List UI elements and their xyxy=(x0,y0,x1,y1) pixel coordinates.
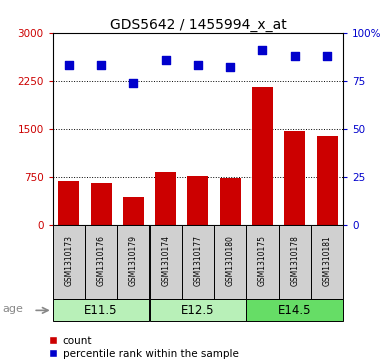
Text: GSM1310173: GSM1310173 xyxy=(64,235,73,286)
Bar xyxy=(58,182,79,225)
Bar xyxy=(117,225,149,299)
Bar xyxy=(149,225,182,299)
Point xyxy=(259,47,266,53)
Text: GSM1310181: GSM1310181 xyxy=(323,235,332,286)
Legend: count, percentile rank within the sample: count, percentile rank within the sample xyxy=(45,331,243,363)
Point xyxy=(66,62,72,68)
Point xyxy=(227,64,233,70)
Bar xyxy=(246,299,343,321)
Text: GSM1310180: GSM1310180 xyxy=(226,235,235,286)
Bar xyxy=(188,176,208,225)
Bar xyxy=(85,225,117,299)
Bar xyxy=(278,225,311,299)
Bar xyxy=(155,172,176,225)
Text: GSM1310175: GSM1310175 xyxy=(258,235,267,286)
Bar xyxy=(246,225,278,299)
Point xyxy=(163,57,169,62)
Bar xyxy=(53,225,85,299)
Bar xyxy=(220,178,241,225)
Bar xyxy=(123,197,144,225)
Point xyxy=(130,80,136,86)
Text: E14.5: E14.5 xyxy=(278,304,312,317)
Text: GSM1310179: GSM1310179 xyxy=(129,235,138,286)
Bar xyxy=(284,131,305,225)
Text: GSM1310178: GSM1310178 xyxy=(290,235,299,286)
Point xyxy=(98,62,104,68)
Point xyxy=(195,62,201,68)
Text: E11.5: E11.5 xyxy=(84,304,118,317)
Text: GSM1310174: GSM1310174 xyxy=(161,235,170,286)
Text: E12.5: E12.5 xyxy=(181,304,215,317)
Bar xyxy=(317,136,338,225)
Text: GSM1310176: GSM1310176 xyxy=(97,235,106,286)
Bar xyxy=(182,225,214,299)
Text: age: age xyxy=(2,303,23,314)
Bar xyxy=(214,225,246,299)
Bar xyxy=(311,225,343,299)
Point xyxy=(324,53,330,59)
Text: GSM1310177: GSM1310177 xyxy=(193,235,202,286)
Bar xyxy=(149,299,246,321)
Bar xyxy=(53,299,149,321)
Bar xyxy=(90,183,112,225)
Point xyxy=(292,53,298,59)
Title: GDS5642 / 1455994_x_at: GDS5642 / 1455994_x_at xyxy=(110,18,286,32)
Bar xyxy=(252,87,273,225)
